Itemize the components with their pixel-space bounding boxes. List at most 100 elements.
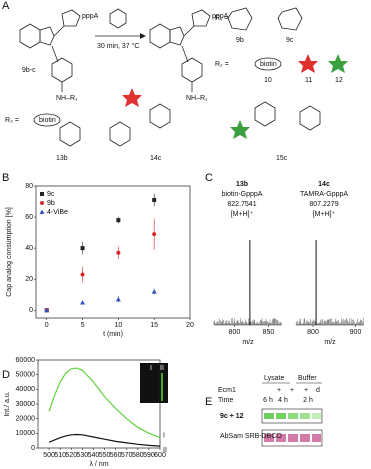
x-tick-label: 0 [45, 322, 49, 329]
panel-label: D [2, 369, 10, 381]
compound-label: 15c [276, 155, 288, 162]
marker [80, 299, 86, 305]
tag-label: biotin [260, 61, 277, 68]
compound-label: 14c [150, 155, 162, 162]
r-label: R₁ = [215, 15, 228, 22]
x-tick-label: 510 [54, 452, 66, 459]
group-label: NH–R₁ [186, 95, 208, 102]
x-tick-label: 500 [43, 452, 55, 459]
y-tick-label: 60000 [16, 357, 36, 364]
series-label: II [163, 447, 167, 454]
group-label: pppA [82, 13, 99, 20]
y-tick-label: 80 [25, 183, 33, 190]
row-label: Ecm1 [218, 387, 236, 394]
cell: d [316, 387, 320, 394]
x-tick-label: 800 [229, 329, 241, 336]
noise [213, 318, 282, 325]
noise [295, 318, 364, 325]
cell: 6 h [263, 397, 273, 404]
cell: 4 h [278, 397, 288, 404]
compound-label: 9c [286, 37, 294, 44]
y-tick-label: 30000 [16, 401, 36, 408]
line [48, 367, 161, 439]
y-tick-label: 10000 [16, 430, 36, 437]
r-label: R₂ = [215, 61, 229, 68]
y-tick-label: 40 [25, 245, 33, 252]
band-label: AbSam SRB-DBCO [220, 433, 282, 440]
ion-label: [M+H]⁺ [313, 211, 336, 218]
y-axis-label: Cap analog consumption [%] [6, 207, 13, 297]
marker [116, 218, 121, 223]
compound-name: TAMRA-GpppA [300, 191, 348, 198]
x-tick-label: 540 [88, 452, 100, 459]
cell: + [277, 387, 281, 394]
x-tick-label: 520 [65, 452, 77, 459]
row-label: Time [218, 397, 233, 404]
group-label: Buffer [298, 375, 317, 382]
compound-label: 10 [264, 77, 272, 84]
y-tick-label: 20 [25, 276, 33, 283]
legend-entry: 4-ViBe [47, 209, 68, 216]
inset-label: II [160, 365, 164, 372]
y-tick-label: 50000 [16, 372, 36, 379]
panel-label: C [205, 172, 213, 184]
band-label: 9c + 12 [220, 413, 244, 420]
r-label: R₃ = [5, 117, 19, 124]
legend-entry: 9c [47, 191, 55, 198]
panel-label: B [2, 172, 9, 184]
compound-label: 12 [335, 77, 343, 84]
compound-label: 9b [236, 37, 244, 44]
x-tick-label: 590 [143, 452, 155, 459]
x-axis-label: m/z [242, 339, 254, 346]
x-tick-label: 570 [121, 452, 133, 459]
y-axis-label: Int./ a.u. [4, 391, 11, 416]
x-tick-label: 900 [350, 329, 362, 336]
marker [80, 246, 85, 251]
x-tick-label: 600 [154, 452, 166, 459]
x-axis-label: m/z [324, 339, 336, 346]
tag-label: biotin [39, 117, 56, 124]
cell: 2 h [303, 397, 313, 404]
legend-marker [39, 209, 45, 214]
y-tick-label: 0 [31, 445, 35, 452]
marker [44, 307, 50, 313]
marker [80, 272, 85, 277]
line [48, 433, 161, 447]
y-tick-label: 20000 [16, 416, 36, 423]
compound-label: 13b [56, 155, 68, 162]
y-tick-label: 60 [25, 214, 33, 221]
panel-label: A [2, 0, 10, 12]
mz-label: 822.7541 [227, 201, 256, 208]
x-tick-label: 10 [114, 322, 122, 329]
gel-bands [264, 413, 321, 442]
x-tick-label: 800 [307, 329, 319, 336]
cell: + [290, 387, 294, 394]
series-label: I [163, 433, 165, 440]
x-tick-label: 530 [77, 452, 89, 459]
ion-label: [M+H]⁺ [231, 211, 254, 218]
cell: + [304, 387, 308, 394]
compound-label: 13b [236, 181, 248, 188]
marker [116, 250, 121, 255]
x-tick-label: 560 [110, 452, 122, 459]
marker [151, 289, 157, 294]
x-tick-label: 15 [150, 322, 158, 329]
x-tick-label: 20 [186, 322, 194, 329]
compound-name: biotin-GpppA [222, 191, 263, 198]
scheme-drawing [19, 7, 348, 147]
x-axis-label: λ / nm [89, 461, 108, 468]
marker [115, 296, 121, 302]
group-label: NH–R₁ [56, 95, 78, 102]
mz-label: 807.2279 [309, 201, 338, 208]
group-label: Lysate [264, 375, 284, 382]
conditions: 30 min, 37 °C [97, 42, 140, 50]
x-tick-label: 5 [81, 322, 85, 329]
x-tick-label: 850 [263, 329, 275, 336]
compound-label: 11 [305, 77, 312, 84]
y-tick-label: 0 [29, 307, 33, 314]
panel-label: E [205, 396, 212, 408]
y-tick-label: 40000 [16, 386, 36, 393]
plot-frame [35, 185, 191, 319]
inset-image [140, 363, 168, 403]
